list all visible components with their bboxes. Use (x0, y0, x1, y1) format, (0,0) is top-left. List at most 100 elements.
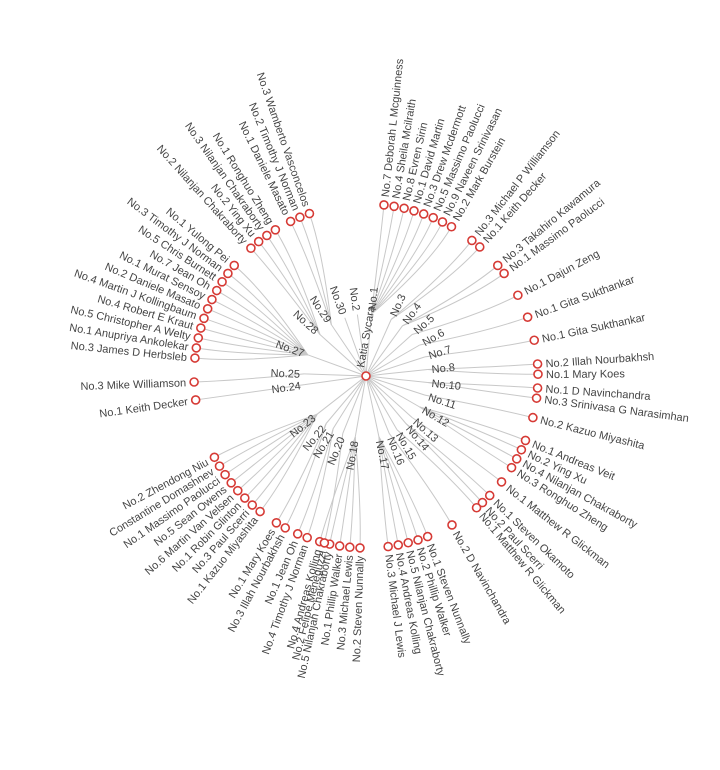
link-no-18-3 (329, 436, 356, 545)
leaf-node-no-3-paul-scerri[interactable] (247, 500, 258, 510)
leaf-node-no-1-kazuo-miyashita[interactable] (255, 506, 265, 517)
leaf-node-no-2-ying-xu[interactable] (253, 236, 264, 247)
leaf-node-no-1-david-martin[interactable] (409, 206, 419, 216)
leaf-node-no-2-mark-burstein[interactable] (446, 221, 457, 232)
leaf-node-no-1-keith-decker[interactable] (474, 242, 485, 252)
leaf-node-no-5-christopher-a-welty[interactable] (193, 333, 204, 343)
leaf-node-no-2-phillip-walker[interactable] (413, 535, 423, 545)
leaf-node-no-2-kazuo-miyashita[interactable] (528, 412, 538, 423)
leaf-node-no-3-mike-williamson[interactable] (189, 377, 199, 387)
leaf-node-no-1-anupriya-ankolekar[interactable] (191, 343, 202, 353)
leaf-node-no-3-illah-nourbakhsh[interactable] (280, 523, 291, 533)
leaf-label-no-1-keith-decker: No.1 Keith Decker (99, 396, 189, 420)
leaf-node-no-3-james-d-herbsleb[interactable] (190, 353, 200, 363)
leaf-node-no-1-d-navinchandra[interactable] (532, 383, 543, 393)
leaf-node-no-3-nilanjan-chakraborty[interactable] (262, 230, 272, 241)
leaf-node-no-4-sheila-mcilraith[interactable] (389, 201, 399, 212)
link-no-23-3 (237, 413, 318, 492)
leaf-node-no-1-matthew-r-glickman[interactable] (496, 477, 507, 487)
link-root-no-10 (365, 375, 428, 383)
leaf-node-no-6-martin-van-velsen[interactable] (232, 485, 243, 496)
link-no-17-1 (378, 436, 419, 541)
link-no-7-0 (424, 339, 535, 358)
link-root-no-20 (342, 375, 367, 434)
leaf-node-no-3-srinivasa-g-narasimhan[interactable] (531, 393, 542, 403)
leaf-node-no-1-matthew-r-glickman[interactable] (471, 502, 482, 513)
leaf-node-no-1-andreas-veit[interactable] (520, 435, 531, 446)
leaf-node-no-1-massimo-paolucci[interactable] (499, 268, 509, 279)
leaf-node-no-2-nilanjan-chakraborty[interactable] (246, 243, 256, 253)
leaf-node-no-4-robert-e-kraut[interactable] (196, 323, 206, 333)
link-no-1-5 (371, 217, 434, 315)
leaf-node-no-4-timothy-j-norman[interactable] (302, 532, 312, 543)
link-root-no-6 (365, 344, 420, 377)
leaf-node-no-4-andreas-kolling[interactable] (393, 540, 404, 550)
leaf-node-no-5-nilanjan-chakraborty[interactable] (403, 537, 413, 548)
leaf-node-no-1-keith-decker[interactable] (190, 395, 201, 405)
leaf-node-no-1-dajun-zeng[interactable] (513, 290, 523, 301)
leaf-node-no-3-timothy-j-norman[interactable] (223, 268, 233, 279)
link-root-no-25 (304, 373, 367, 377)
link-root-no-21 (332, 375, 367, 429)
leaf-node-no-3-michael-j-lewis[interactable] (383, 541, 393, 552)
link-no-27-1 (196, 347, 308, 356)
leaf-node-no-1-ronghuo-zheng[interactable] (270, 225, 281, 235)
leaf-node-no-2-zhendong-niu[interactable] (209, 452, 220, 463)
leaf-node-no-3-michael-p-williamson[interactable] (467, 235, 477, 246)
leaf-node-no-9-naveen-srinivasan[interactable] (437, 217, 448, 227)
link-no-1-1 (370, 206, 395, 315)
leaf-node-no-1-gita-sukthankar[interactable] (522, 312, 533, 322)
link-no-1-4 (370, 213, 425, 315)
leaf-node-no-1-gita-sukthankar[interactable] (529, 335, 540, 346)
leaf-node-no-3-michael-lewis[interactable] (345, 542, 355, 553)
leaf-node-no-1-daniele-masato[interactable] (285, 216, 296, 227)
link-root-no-5 (365, 334, 413, 377)
leaf-node-no-1-steven-nunnally[interactable] (422, 531, 433, 542)
leaf-node-no-2-timothy-j-norman[interactable] (295, 212, 305, 223)
leaf-node-no-1-robin-glinton[interactable] (240, 493, 250, 503)
leaf-node-no-1-murat-sensoy[interactable] (207, 294, 217, 305)
leaf-node-no-2-daniele-masato[interactable] (202, 303, 213, 314)
leaf-node-no-2-d-navinchandra[interactable] (447, 520, 457, 530)
leaf-node-no-4-martin-j-kollingbaum[interactable] (199, 313, 209, 324)
link-no-23-1 (251, 413, 318, 506)
leaf-node-no-4-nilanjan-chakraborty[interactable] (511, 454, 522, 464)
leaf-node-no-3-takahiro-kawamura[interactable] (492, 260, 503, 271)
leaf-node-no-2-felipe-meneguzzi[interactable] (319, 538, 330, 548)
leaf-node-no-2-paul-scerri[interactable] (477, 497, 488, 508)
link-no-6-0 (419, 316, 528, 346)
link-no-27-3 (200, 327, 308, 356)
leaf-node-no-7-jean-oh[interactable] (211, 285, 222, 296)
link-no-12-1 (419, 406, 522, 451)
leaf-node-no-1-mary-koes[interactable] (271, 518, 282, 528)
leaf-node-no-2-illah-nourbakhsh[interactable] (532, 359, 543, 369)
link-no-27-2 (198, 337, 308, 356)
leaf-node-no-3-drew-mcdermott[interactable] (418, 209, 429, 219)
leaf-node-no-5-massimo-paolucci[interactable] (428, 212, 439, 223)
leaf-node-no-5-sean-owens[interactable] (226, 478, 237, 488)
leaf-node-no-1-massimo-paolucci[interactable] (220, 469, 230, 480)
leaf-node-no-2-ying-xu[interactable] (516, 444, 527, 455)
leaf-node-no-1-steven-okamoto[interactable] (484, 490, 495, 501)
leaf-node-no-1-mary-koes[interactable] (533, 369, 543, 379)
leaf-node-no-7-deborah-l-mcguinness[interactable] (379, 200, 389, 210)
leaf-node-no-1-phillip-walker[interactable] (334, 541, 345, 551)
leaf-node-no-8-evren-sirin[interactable] (399, 203, 409, 214)
link-no-29-0 (290, 221, 332, 325)
link-root-no-3 (365, 319, 392, 377)
leaf-node-no-1-yulong-pei[interactable] (229, 260, 240, 271)
link-no-15-0 (396, 429, 477, 509)
leaf-node-no-3-wamberto-vasconcelos[interactable] (304, 208, 315, 219)
leaf-node-no-3-ronghuo-zheng[interactable] (506, 462, 517, 473)
leaf-node-no-5-chris-burnett[interactable] (217, 277, 227, 287)
leaf-node-no-2-steven-nunnally[interactable] (355, 543, 365, 553)
link-no-12-2 (419, 406, 517, 460)
leaf-node-constantine-domashnev[interactable] (214, 461, 225, 471)
root-node[interactable] (361, 371, 371, 381)
link-root-no-12 (365, 375, 420, 408)
group-label-no-10: No.10 (431, 378, 461, 393)
link-no-1-6 (371, 221, 443, 315)
leaf-node-no-1-jean-oh[interactable] (292, 529, 303, 539)
link-no-27-10 (233, 265, 309, 356)
